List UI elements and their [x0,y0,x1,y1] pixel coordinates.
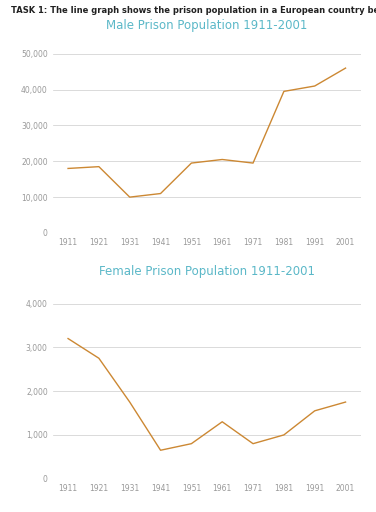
Text: TASK 1: The line graph shows the prison population in a European country between: TASK 1: The line graph shows the prison … [11,6,376,15]
Title: Male Prison Population 1911-2001: Male Prison Population 1911-2001 [106,19,308,32]
Title: Female Prison Population 1911-2001: Female Prison Population 1911-2001 [99,265,315,278]
